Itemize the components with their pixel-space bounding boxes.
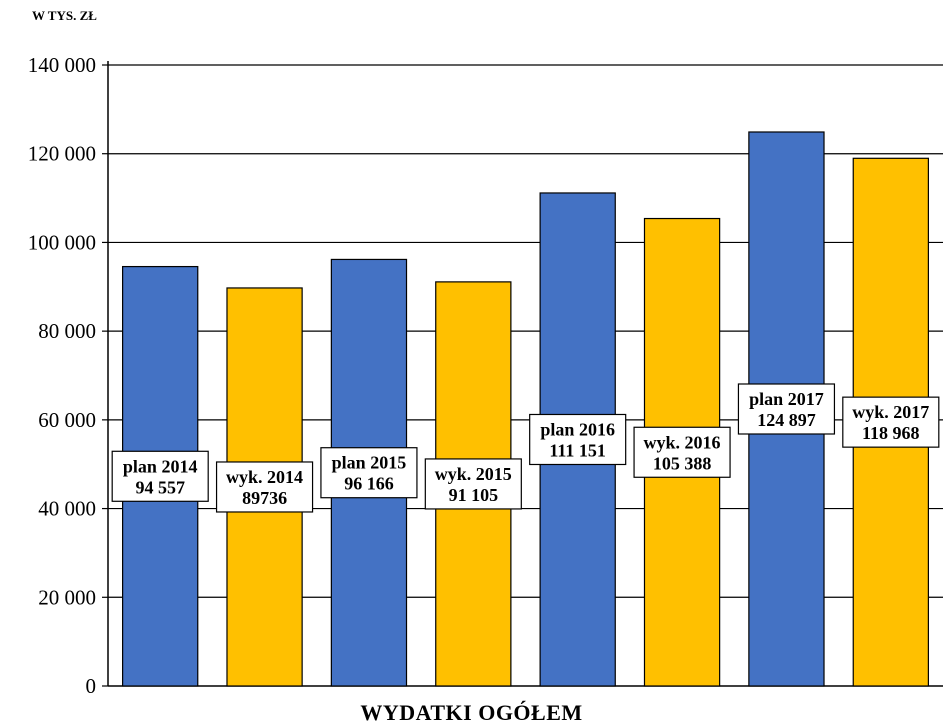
data-label-box <box>424 458 522 510</box>
x-axis-title: WYDATKI OGÓŁEM <box>360 700 583 725</box>
data-label-value: 118 968 <box>862 423 920 443</box>
y-tick-label: 120 000 <box>28 142 96 166</box>
data-label-box <box>320 447 418 499</box>
y-tick-label: 140 000 <box>28 53 96 77</box>
data-label-value: 94 557 <box>135 477 185 497</box>
data-label-value: 89736 <box>242 488 287 508</box>
y-tick-label: 60 000 <box>38 408 96 432</box>
data-label-name: plan 2017 <box>749 389 824 409</box>
data-label-name: wyk. 2014 <box>226 467 303 487</box>
data-label-value: 96 166 <box>344 474 394 494</box>
data-label-box <box>842 396 940 448</box>
data-label-value: 105 388 <box>653 453 712 473</box>
data-label-box <box>111 450 209 502</box>
y-tick-label: 100 000 <box>28 230 96 254</box>
data-label-box <box>737 383 836 435</box>
data-label-value: 111 151 <box>549 440 606 460</box>
y-tick-label: 0 <box>86 674 97 698</box>
data-label-name: plan 2014 <box>123 456 198 476</box>
y-tick-label: 20 000 <box>38 585 96 609</box>
data-label-value: 124 897 <box>757 410 816 430</box>
data-label-name: plan 2015 <box>332 453 407 473</box>
unit-label: W TYS. ZŁ <box>32 8 97 23</box>
y-tick-label: 80 000 <box>38 319 96 343</box>
data-label-name: plan 2016 <box>540 419 615 439</box>
data-label-name: wyk. 2017 <box>852 402 929 422</box>
data-label-box <box>529 413 627 466</box>
data-label-name: wyk. 2015 <box>435 464 512 484</box>
data-label-value: 91 105 <box>449 485 499 505</box>
data-label-name: wyk. 2016 <box>644 432 721 452</box>
data-label-box <box>215 461 314 513</box>
y-tick-label: 40 000 <box>38 497 96 521</box>
data-label-box <box>633 426 731 478</box>
